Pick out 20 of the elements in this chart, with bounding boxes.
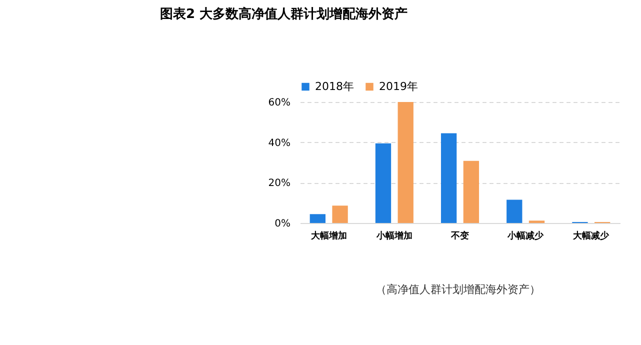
y-tick-label: 0% [274, 218, 290, 230]
x-tick-label: 小幅增加 [375, 230, 412, 242]
x-tick-label: 大幅减少 [573, 230, 610, 242]
bar [332, 206, 348, 223]
x-tick-label: 大幅增加 [310, 230, 347, 242]
y-tick-label: 40% [268, 138, 290, 149]
legend-label: 2019年 [379, 80, 418, 93]
y-tick-label: 20% [268, 178, 290, 190]
text: （高净值人群计划增配海外资产） [376, 283, 540, 296]
legend-label: 2018年 [315, 80, 354, 93]
x-tick-label: 小幅减少 [506, 230, 545, 242]
bar [398, 102, 414, 223]
bar [506, 200, 522, 223]
x-tick-label: 不变 [450, 230, 469, 242]
bar [375, 143, 392, 223]
bar [310, 214, 326, 223]
bar [463, 160, 480, 223]
y-tick-label: 60% [268, 98, 290, 108]
bar [440, 133, 457, 223]
chart-title: 图表2 大多数高净值人群计划增配海外资产 [160, 6, 408, 22]
